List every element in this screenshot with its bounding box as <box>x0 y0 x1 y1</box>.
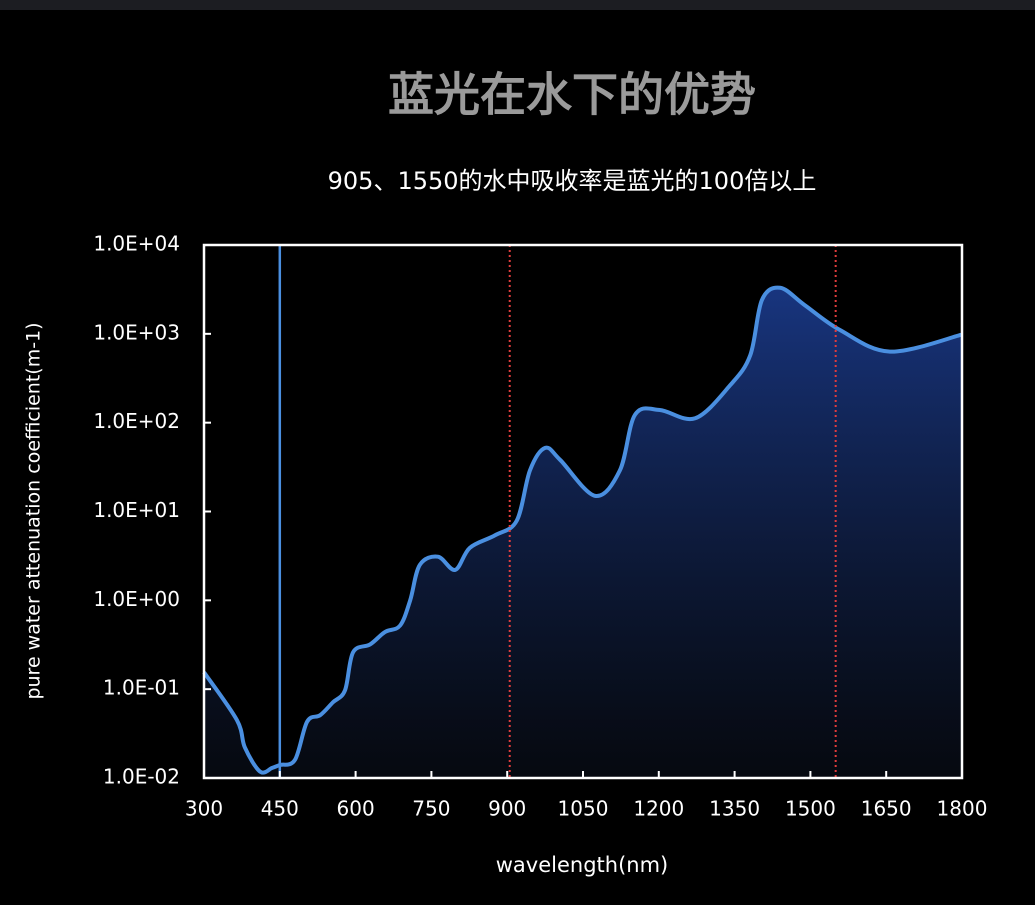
x-tick-label: 600 <box>337 797 375 821</box>
x-tick-label: 1050 <box>558 797 609 821</box>
chart-title: 蓝光在水下的优势 <box>388 68 756 122</box>
chart-subtitle: 905、1550的水中吸收率是蓝光的100倍以上 <box>328 167 817 195</box>
y-tick-label: 1.0E+04 <box>93 232 180 256</box>
x-axis-label: wavelength(nm) <box>496 853 668 877</box>
x-tick-label: 1500 <box>785 797 836 821</box>
y-tick-label: 1.0E+00 <box>93 587 180 611</box>
x-tick-label: 1800 <box>937 797 988 821</box>
line <box>202 285 963 775</box>
top-bar <box>0 0 1035 10</box>
x-tick-label: 1350 <box>709 797 760 821</box>
x-tick-label: 300 <box>185 797 223 821</box>
x-tick-label: 1650 <box>861 797 912 821</box>
y-tick-label: 1.0E-01 <box>103 676 180 700</box>
x-tick-label: 750 <box>412 797 450 821</box>
x-tick-label: 1200 <box>633 797 684 821</box>
y-tick-label: 1.0E+02 <box>93 409 180 433</box>
x-tick-label: 900 <box>488 797 526 821</box>
y-axis-label: pure water attenuation coefficient(m-1) <box>23 322 45 699</box>
y-tick-label: 1.0E-02 <box>103 765 180 789</box>
y-tick-label: 1.0E+03 <box>93 320 180 344</box>
area-fill <box>204 287 962 778</box>
x-tick-label: 450 <box>261 797 299 821</box>
y-tick-label: 1.0E+01 <box>93 498 180 522</box>
